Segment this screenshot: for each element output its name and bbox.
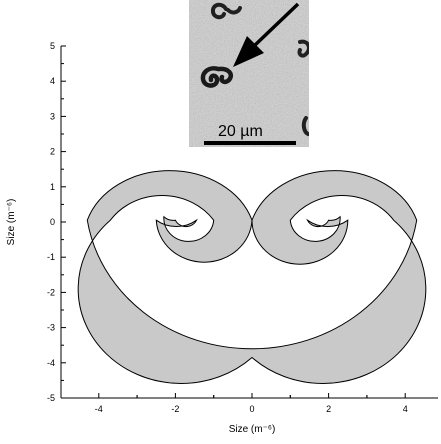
x-tick-label: 2: [326, 404, 331, 414]
particle-right: [297, 39, 309, 58]
y-tick-label: 0: [50, 217, 55, 227]
x-tick-label: 0: [249, 404, 254, 414]
arrow-icon: [233, 2, 300, 67]
y-tick-label: -2: [47, 287, 55, 297]
x-axis-ticks: -4 -2 0 2 4: [95, 393, 408, 414]
inset-scale-label: 20 µm: [218, 123, 263, 140]
inset-scale-bar: [204, 141, 296, 145]
y-axis-title: Size (m⁻⁶): [6, 199, 17, 246]
y-tick-label: 5: [50, 41, 55, 51]
double-spiral-shape: [77, 170, 427, 384]
y-tick-label: 1: [50, 182, 55, 192]
inset-micrograph: 20 µm: [189, 0, 309, 147]
x-axis: -4 -2 0 2 4: [61, 393, 438, 414]
x-tick-label: 4: [403, 404, 408, 414]
x-tick-label: -4: [95, 404, 103, 414]
x-axis-title: Size (m⁻⁶): [229, 424, 276, 435]
particle-bottom-right: [301, 116, 309, 136]
y-tick-label: 3: [50, 111, 55, 121]
y-tick-label: -3: [47, 323, 55, 333]
y-tick-label: 4: [50, 76, 55, 86]
particle-top-left: [210, 2, 242, 20]
y-tick-label: 2: [50, 147, 55, 157]
particle-center: [200, 66, 234, 88]
y-tick-label: -5: [47, 393, 55, 403]
y-axis-ticks: 5 4 3 2 1 0 -1 -2 -3 -4 -5: [47, 41, 66, 403]
y-axis: 5 4 3 2 1 0 -1 -2 -3 -4 -5: [47, 41, 66, 403]
y-tick-label: -1: [47, 252, 55, 262]
y-tick-label: -4: [47, 358, 55, 368]
x-tick-label: -2: [171, 404, 179, 414]
